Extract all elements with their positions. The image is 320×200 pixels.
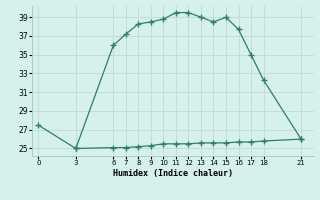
X-axis label: Humidex (Indice chaleur): Humidex (Indice chaleur) [113, 169, 233, 178]
